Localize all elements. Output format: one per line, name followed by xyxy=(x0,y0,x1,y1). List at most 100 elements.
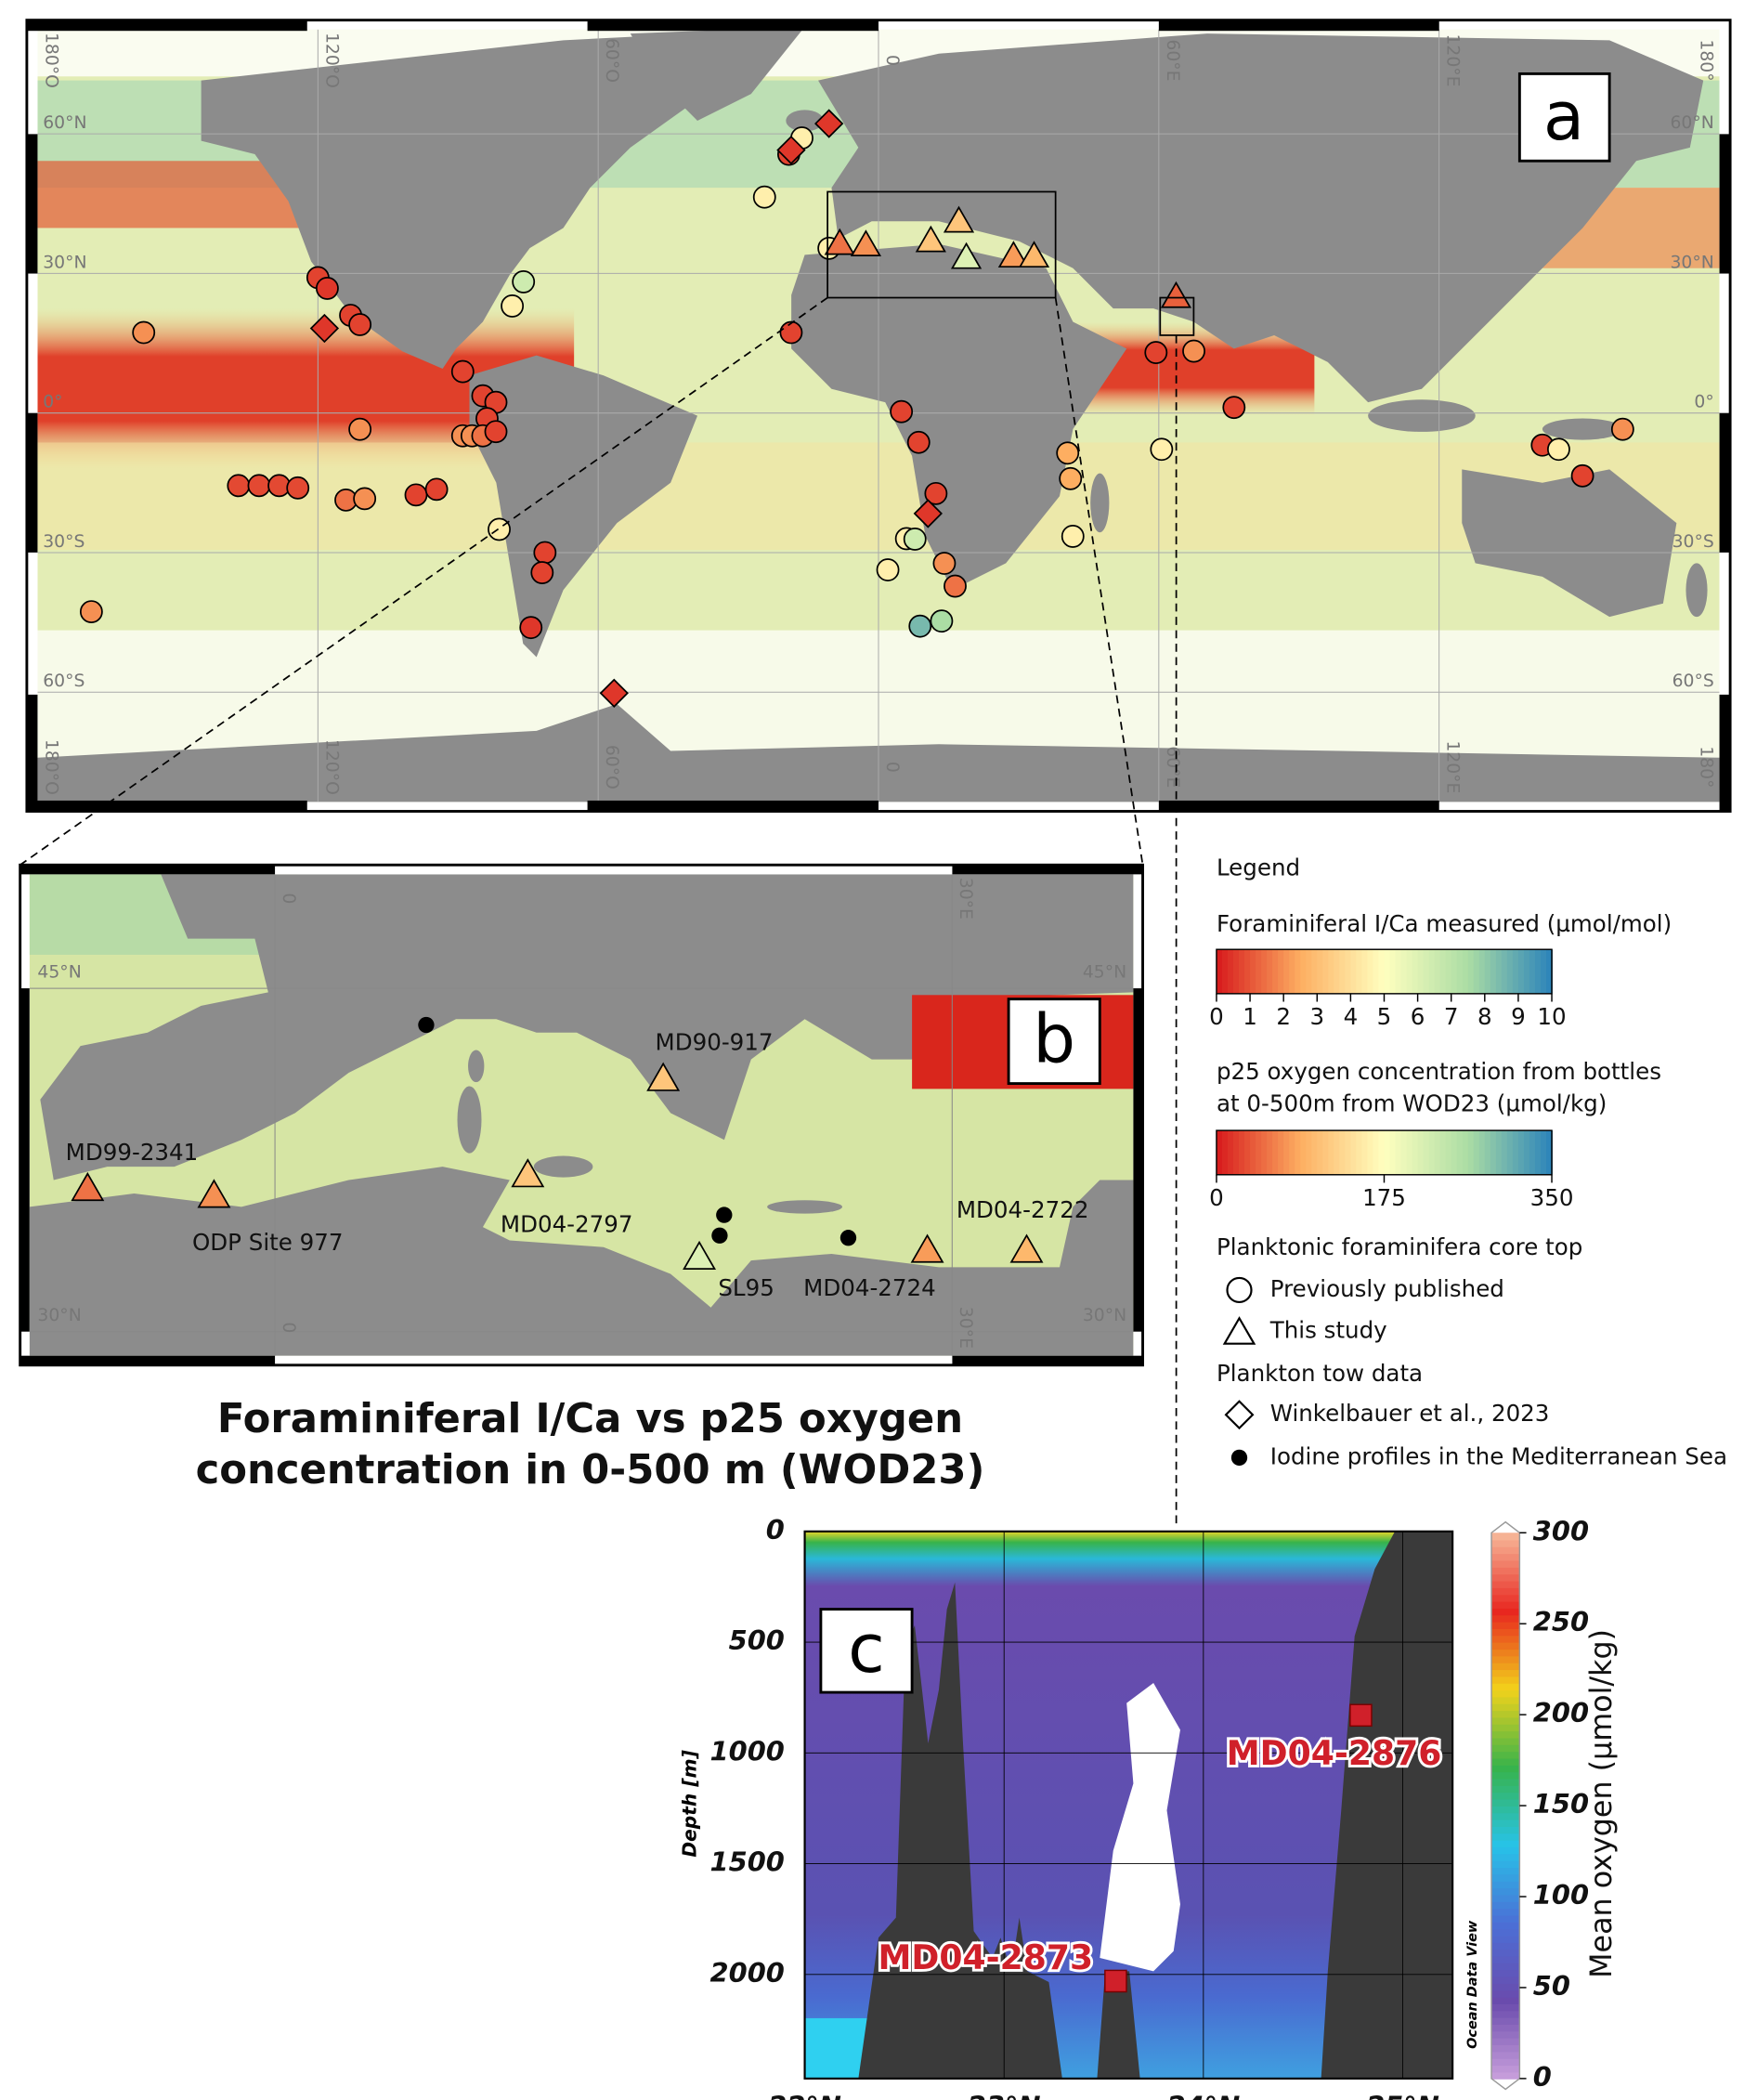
y-axis-label: Depth [m] xyxy=(678,1749,700,1857)
sample-circle xyxy=(533,541,557,565)
colorbar-cell xyxy=(1501,949,1508,994)
sample-circle xyxy=(519,616,543,640)
colorbar-cell xyxy=(1491,1737,1520,1745)
colorbar-cell xyxy=(1334,1130,1341,1175)
sample-circle xyxy=(944,574,967,598)
inset-box xyxy=(826,190,1057,299)
lon-label: 60°O xyxy=(602,745,621,789)
legend-symbol xyxy=(1226,1276,1253,1304)
sample-diamond xyxy=(913,499,943,528)
colorbar-cell xyxy=(1345,1130,1352,1175)
colorbar-cell xyxy=(1491,2030,1520,2039)
colorbar-cell xyxy=(1384,1130,1391,1175)
colorbar-tick-label: 2 xyxy=(1276,1003,1291,1030)
colorbar-cell xyxy=(1491,1949,1520,1957)
colorbar-cell xyxy=(1491,1594,1520,1602)
lat-label: 30°S xyxy=(1672,532,1714,552)
colorbar-cell xyxy=(1491,1894,1520,1902)
colorbar-cell xyxy=(1406,949,1413,994)
colorbar-cell xyxy=(1300,1130,1308,1175)
colorbar-cell xyxy=(1491,1996,1520,2004)
panel-label-box xyxy=(1007,998,1101,1086)
colorbar-cell xyxy=(1491,1533,1520,1541)
no-data xyxy=(1100,1682,1180,1972)
y-tick-label: 0 xyxy=(766,1514,785,1546)
sample-circle xyxy=(286,476,310,500)
colorbar-cell xyxy=(1289,949,1296,994)
colorbar-cell xyxy=(1517,949,1525,994)
colorbar-cell xyxy=(1491,1983,1520,1991)
colorbar-cell xyxy=(1491,1641,1520,1650)
colorbar-cell xyxy=(1272,949,1280,994)
colorbar-cell xyxy=(1491,1908,1520,1916)
colorbar-cell xyxy=(1439,949,1447,994)
land xyxy=(29,874,1134,1356)
colorbar-cell xyxy=(1491,1655,1520,1663)
colorbar-cell xyxy=(1491,1553,1520,1561)
colorbar-cell xyxy=(1272,1130,1280,1175)
colorbar-cell xyxy=(1491,1941,1520,1950)
colorbar-tick-label: 0 xyxy=(1533,2061,1552,2093)
sample-triangle xyxy=(997,241,1029,268)
colorbar-cell xyxy=(1451,949,1458,994)
colorbar-cell xyxy=(1356,949,1363,994)
sample-circle xyxy=(1150,437,1174,462)
sample-triangle xyxy=(824,228,855,255)
colorbar-tick-label: 250 xyxy=(1533,1606,1589,1637)
legend-heading: Foraminiferal I/Ca measured (µmol/mol) xyxy=(1217,910,1672,937)
colorbar-cell xyxy=(1423,949,1430,994)
lat-label: 30°N xyxy=(1670,253,1713,272)
colorbar-cell xyxy=(1278,949,1285,994)
colorbar-cell xyxy=(1491,2051,1520,2059)
x-tick-label: 25°N xyxy=(1366,2091,1439,2100)
colorbar-cell xyxy=(1491,1608,1520,1616)
colorbar-cell xyxy=(1491,1873,1520,1882)
colorbar-cell xyxy=(1484,1130,1491,1175)
core-marker xyxy=(1104,1969,1127,1993)
colorbar-cell xyxy=(1506,949,1514,994)
colorbar-tick-label: 100 xyxy=(1533,1879,1589,1911)
colorbar-tick-label: 200 xyxy=(1533,1697,1589,1728)
colorbar-cell xyxy=(1491,2016,1520,2026)
sample-circle xyxy=(930,609,954,633)
colorbar-cell xyxy=(1491,1635,1520,1643)
sample-circle xyxy=(132,320,156,345)
colorbar-cell xyxy=(1491,1989,1520,1998)
colorbar-tick-label: 0 xyxy=(1209,1003,1224,1030)
panel-label: a xyxy=(1543,78,1584,156)
colorbar-cell xyxy=(1328,1130,1335,1175)
sample-circle xyxy=(1144,341,1168,364)
core-label: MD04-2873 xyxy=(878,1937,1094,1977)
lon-label: 60°O xyxy=(602,38,621,83)
colorbar-cell xyxy=(1491,1743,1520,1753)
colorbar-cell xyxy=(1491,1976,1520,1984)
colorbar-cell xyxy=(1491,1771,1520,1780)
colorbar-cell xyxy=(1350,949,1358,994)
colorbar-cell xyxy=(1345,949,1352,994)
colorbar-cell xyxy=(1361,949,1369,994)
colorbar-cell xyxy=(1491,1716,1520,1725)
colorbar-cell xyxy=(1267,949,1274,994)
lat-label: 45°N xyxy=(1083,962,1126,982)
sample-circle xyxy=(1061,525,1085,548)
sample-circle xyxy=(484,420,508,444)
colorbar-cell xyxy=(1367,949,1374,994)
y-tick-label: 1500 xyxy=(710,1846,785,1878)
colorbar-cell xyxy=(1244,1130,1251,1175)
colorbar-cell xyxy=(1445,949,1452,994)
colorbar-cell xyxy=(1423,1130,1430,1175)
colorbar-cell xyxy=(1412,949,1419,994)
lat-label: 60°S xyxy=(1672,672,1714,691)
legend-symbol xyxy=(1222,1316,1256,1345)
sample-circle xyxy=(348,417,372,441)
colorbar-cell xyxy=(1478,949,1486,994)
iodine-profile xyxy=(716,1207,733,1223)
lon-label: 180° xyxy=(1697,746,1716,788)
sample-circle xyxy=(1222,396,1246,420)
colorbar-cell xyxy=(1491,1696,1520,1704)
colorbar-cell xyxy=(1317,949,1324,994)
colorbar-cell xyxy=(1400,949,1408,994)
colorbar-cell xyxy=(1328,949,1335,994)
colorbar-cell xyxy=(1491,2037,1520,2046)
colorbar-cell xyxy=(1491,1846,1520,1855)
